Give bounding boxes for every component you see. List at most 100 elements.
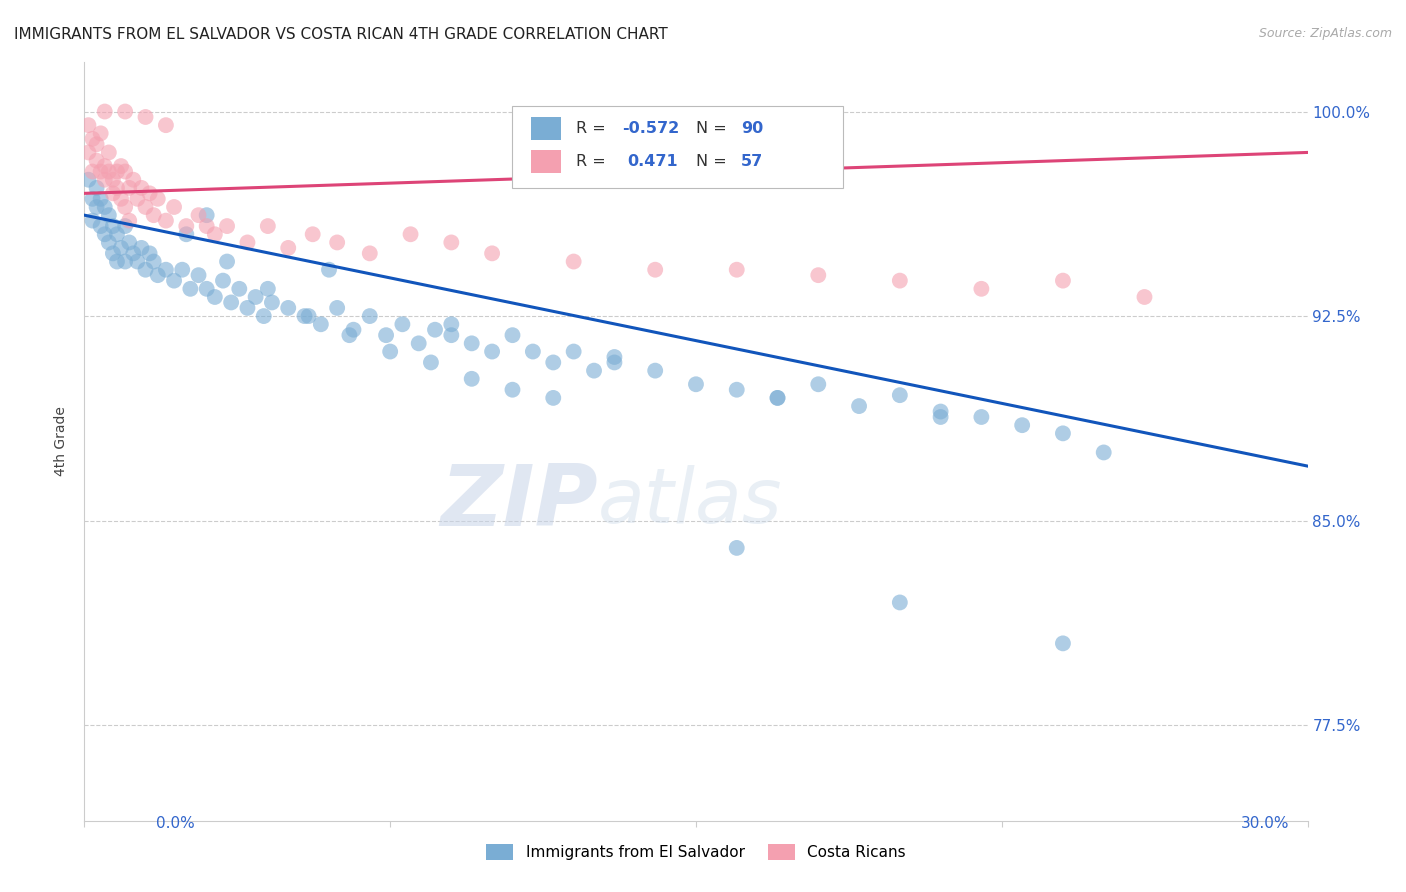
- Point: [766, 391, 789, 405]
- Point: [93, 227, 115, 242]
- Point: [970, 409, 993, 424]
- Point: [114, 200, 136, 214]
- Point: [90, 192, 112, 206]
- Point: [481, 246, 503, 260]
- Point: [86, 181, 108, 195]
- Point: [101, 172, 124, 186]
- Point: [236, 235, 259, 250]
- Point: [889, 274, 911, 288]
- Point: [101, 219, 124, 233]
- Text: 57: 57: [741, 154, 763, 169]
- Point: [440, 318, 463, 332]
- Point: [277, 301, 299, 315]
- Point: [603, 350, 626, 364]
- Point: [93, 104, 115, 119]
- Point: [93, 200, 115, 214]
- Point: [86, 137, 108, 152]
- Point: [195, 208, 218, 222]
- Point: [155, 118, 177, 132]
- Point: [502, 328, 524, 343]
- Point: [725, 262, 748, 277]
- Point: [105, 254, 128, 268]
- Point: [77, 172, 100, 186]
- Point: [114, 254, 136, 268]
- Point: [326, 235, 349, 250]
- FancyBboxPatch shape: [513, 105, 842, 187]
- Point: [260, 295, 283, 310]
- Point: [131, 181, 153, 195]
- Point: [127, 192, 149, 206]
- Point: [90, 164, 112, 178]
- Point: [399, 227, 422, 242]
- Point: [583, 364, 606, 378]
- Point: [766, 391, 789, 405]
- Point: [114, 164, 136, 178]
- Point: [77, 145, 100, 160]
- Point: [135, 262, 157, 277]
- Point: [97, 164, 120, 178]
- Point: [1011, 418, 1033, 433]
- Point: [174, 227, 197, 242]
- Point: [1092, 445, 1115, 459]
- Point: [97, 208, 120, 222]
- Point: [929, 404, 952, 418]
- Point: [391, 318, 413, 332]
- Point: [110, 241, 132, 255]
- Point: [187, 208, 209, 222]
- Point: [179, 282, 201, 296]
- Point: [187, 268, 209, 282]
- Point: [105, 227, 128, 242]
- Point: [562, 254, 585, 268]
- Point: [889, 388, 911, 402]
- Y-axis label: 4th Grade: 4th Grade: [55, 407, 69, 476]
- Point: [644, 364, 666, 378]
- Point: [848, 399, 870, 413]
- Point: [82, 164, 104, 178]
- Point: [204, 227, 226, 242]
- Point: [318, 262, 340, 277]
- Point: [301, 227, 323, 242]
- Point: [146, 192, 169, 206]
- Point: [522, 344, 544, 359]
- Point: [86, 200, 108, 214]
- Point: [110, 192, 132, 206]
- Point: [118, 235, 141, 250]
- Point: [93, 159, 115, 173]
- Point: [82, 192, 104, 206]
- Point: [138, 186, 160, 201]
- Point: [481, 344, 503, 359]
- Point: [408, 336, 430, 351]
- Point: [195, 282, 218, 296]
- Text: 30.0%: 30.0%: [1241, 816, 1289, 831]
- Point: [253, 309, 276, 323]
- Point: [163, 274, 186, 288]
- Point: [294, 309, 316, 323]
- Point: [562, 344, 585, 359]
- Point: [420, 355, 443, 369]
- Text: -0.572: -0.572: [623, 121, 681, 136]
- Point: [245, 290, 267, 304]
- Point: [359, 246, 381, 260]
- Point: [105, 164, 128, 178]
- Point: [155, 262, 177, 277]
- Point: [1133, 290, 1156, 304]
- Point: [339, 328, 361, 343]
- Point: [543, 355, 565, 369]
- Point: [807, 377, 830, 392]
- Point: [257, 282, 280, 296]
- Point: [127, 254, 149, 268]
- Text: 90: 90: [741, 121, 763, 136]
- Point: [502, 383, 524, 397]
- Point: [105, 181, 128, 195]
- Point: [326, 301, 349, 315]
- FancyBboxPatch shape: [531, 117, 561, 140]
- Point: [217, 254, 239, 268]
- Point: [1052, 274, 1074, 288]
- Point: [543, 391, 565, 405]
- Point: [440, 235, 463, 250]
- Point: [970, 282, 993, 296]
- Point: [644, 262, 666, 277]
- Point: [342, 323, 364, 337]
- Point: [101, 186, 124, 201]
- Point: [461, 336, 484, 351]
